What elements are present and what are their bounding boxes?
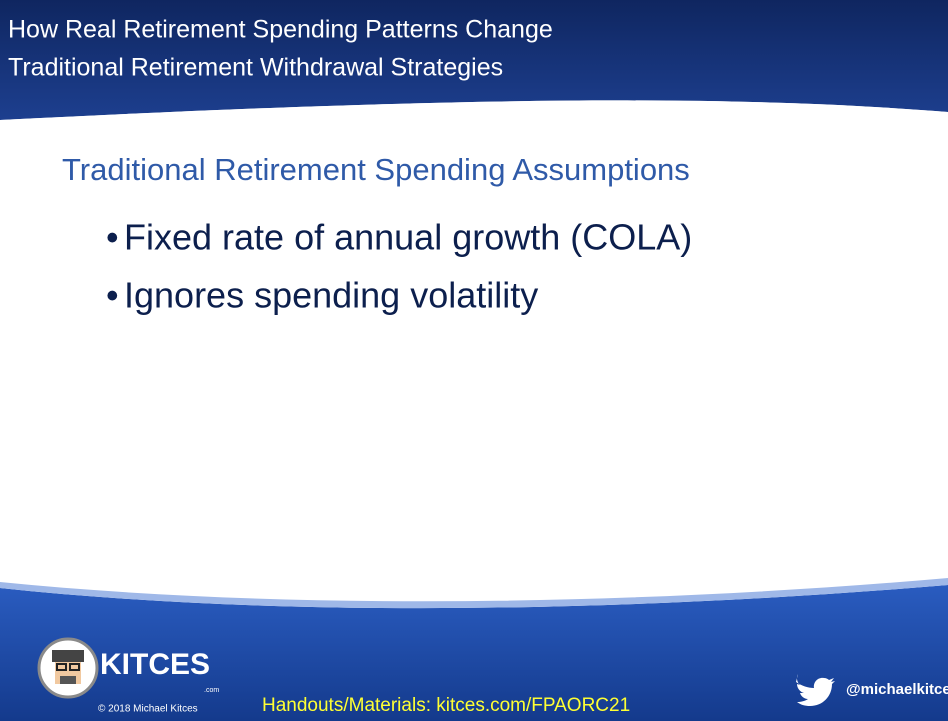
bullet: Fixed rate of annual growth (COLA) xyxy=(124,217,692,258)
twitter-icon xyxy=(796,674,835,706)
bullet: Ignores spending volatility xyxy=(124,275,538,316)
bullet-dot: • xyxy=(106,275,119,316)
twitter-handle: @michaelkitces xyxy=(846,681,948,698)
handouts-link: Handouts/Materials: kitces.com/FPAORC21 xyxy=(262,695,630,716)
heading: Traditional Retirement Spending Assumpti… xyxy=(62,152,690,187)
header-band xyxy=(0,0,948,120)
title-line: Traditional Retirement Withdrawal Strate… xyxy=(8,54,503,82)
header-curve xyxy=(0,100,948,130)
bullet-dot: • xyxy=(106,217,119,258)
logo-text: KITCES xyxy=(100,648,210,681)
logo-suffix: .com xyxy=(204,687,219,694)
footer-band xyxy=(0,585,948,721)
logo xyxy=(37,637,99,699)
copyright: © 2018 Michael Kitces xyxy=(98,704,198,715)
footer-curve xyxy=(0,578,948,609)
title-line: How Real Retirement Spending Patterns Ch… xyxy=(8,16,553,44)
